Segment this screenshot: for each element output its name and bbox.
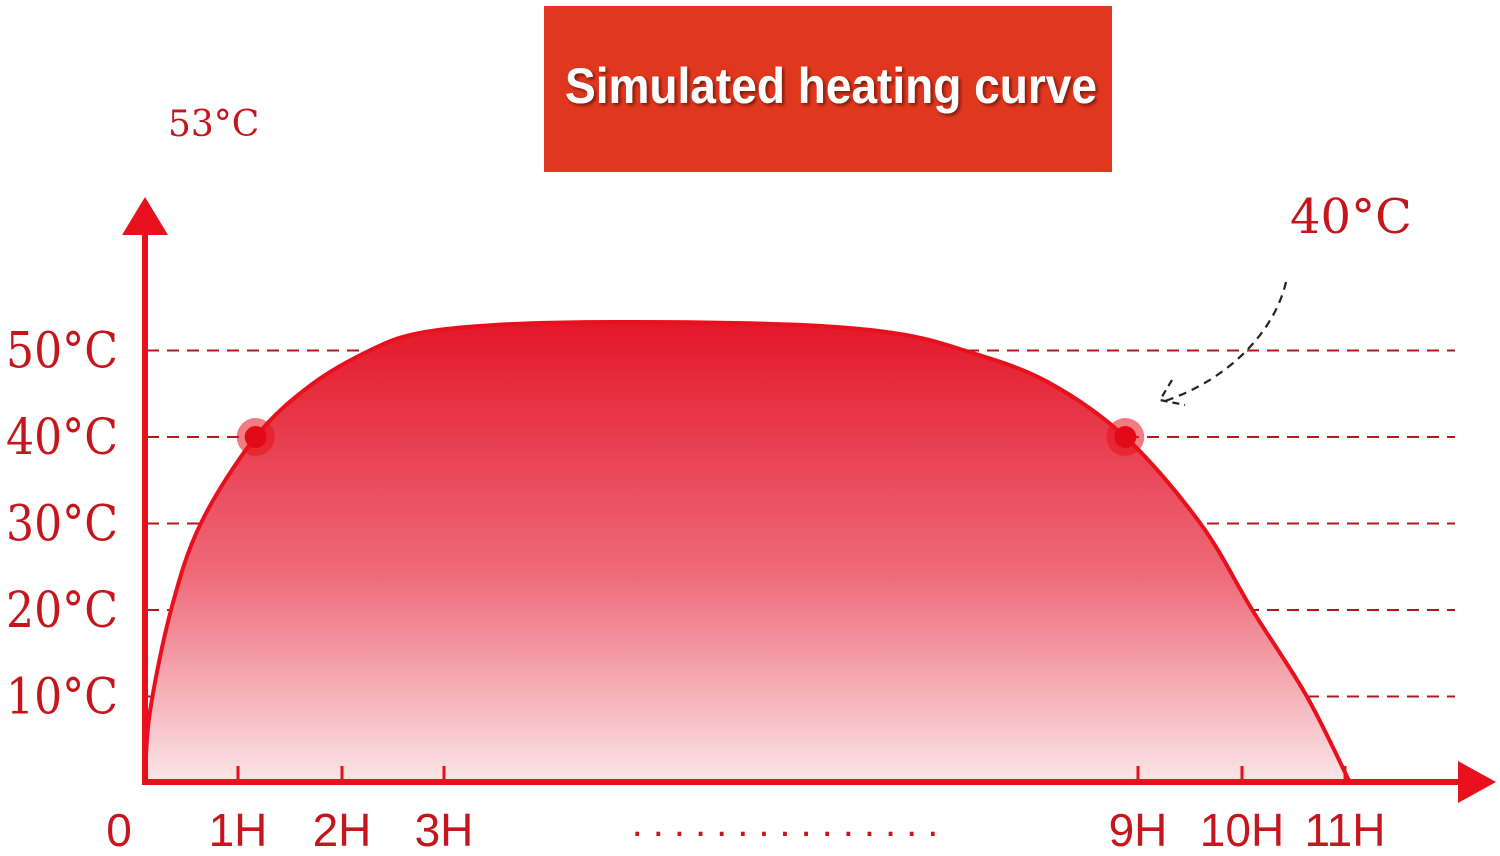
x-axis-break-dots: ...............: [632, 801, 949, 845]
x-axis-arrowhead-icon: [1458, 761, 1496, 803]
y-tick-label: 50°C: [6, 322, 118, 380]
x-tick-labels: 0 1H 2H 3H 9H 10H 11H...............: [106, 766, 1385, 856]
title-box: [544, 6, 1112, 172]
y-tick-label: 30°C: [6, 495, 118, 553]
x-tick-label: 0: [106, 804, 132, 856]
callout-arrowhead-icon: [1158, 379, 1186, 407]
callout-label: 40°C: [1290, 189, 1412, 245]
chart-title: Simulated heating curve: [565, 58, 1097, 114]
marker-point-1: [1114, 426, 1137, 448]
y-tick-label: 10°C: [6, 668, 118, 726]
heating-curve-line: [143, 319, 1352, 784]
peak-label: 53°C: [168, 104, 259, 145]
x-tick-label: 11H: [1305, 804, 1386, 856]
markers: [236, 418, 1145, 456]
x-tick-label: 2H: [313, 804, 372, 856]
heating-curve-area: [145, 321, 1351, 783]
x-tick-label: 10H: [1200, 804, 1284, 856]
x-tick-label: 1H: [209, 804, 268, 856]
callout-arrow: [1161, 281, 1288, 404]
marker-point-0: [244, 426, 267, 448]
y-tick-label: 20°C: [6, 581, 118, 639]
y-tick-label: 40°C: [6, 408, 118, 466]
x-tick-label: 9H: [1109, 804, 1168, 856]
y-tick-labels: 10°C 20°C 30°C 40°C 50°C: [6, 322, 118, 726]
x-tick-label: 3H: [415, 804, 474, 856]
y-axis-arrowhead-icon: [122, 197, 168, 235]
